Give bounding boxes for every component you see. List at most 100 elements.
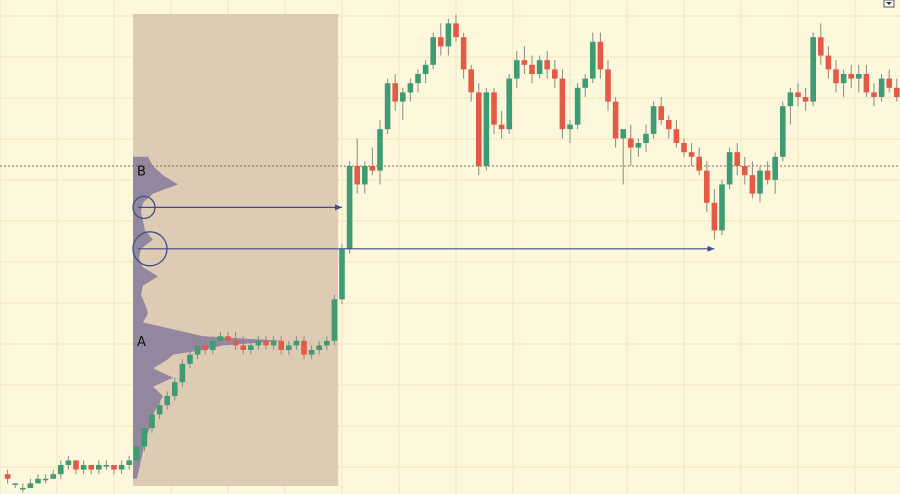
candle-body-down — [749, 175, 756, 194]
candle — [726, 147, 733, 189]
candle — [58, 460, 64, 479]
candle-body-down — [802, 97, 809, 102]
candle-body-up — [514, 60, 520, 79]
candle — [324, 336, 330, 350]
candle — [362, 161, 368, 194]
candle — [103, 460, 110, 470]
candle — [818, 23, 824, 65]
candle-body-down — [73, 460, 79, 470]
candle — [749, 161, 756, 199]
candle — [529, 55, 535, 84]
candle — [559, 69, 566, 139]
candle — [886, 69, 892, 93]
candle — [316, 340, 322, 355]
candle-body-up — [757, 170, 763, 194]
candle — [278, 336, 284, 355]
candle-body-down — [232, 340, 239, 346]
candle — [96, 460, 102, 475]
candle-body-down — [88, 465, 94, 470]
candle — [438, 23, 444, 56]
candle — [536, 55, 543, 79]
candle-body-down — [392, 83, 398, 102]
candle-body-up — [590, 41, 596, 79]
text-annotations: BA — [137, 165, 146, 350]
candle — [514, 51, 520, 88]
candle-body-up — [118, 465, 125, 470]
candle — [179, 359, 186, 387]
candle — [810, 32, 816, 107]
candle — [88, 465, 94, 475]
candle-body-up — [840, 74, 847, 84]
candle-body-up — [179, 363, 186, 383]
candle-body-up — [483, 92, 490, 166]
candle — [840, 69, 847, 97]
candle — [126, 455, 132, 470]
candle — [612, 97, 619, 148]
volume-profile-region — [133, 14, 339, 486]
candle-body-down — [559, 78, 566, 130]
candle — [164, 391, 170, 410]
candle — [384, 78, 391, 134]
candle — [673, 120, 680, 148]
candle-body-up — [42, 478, 49, 481]
candle — [263, 336, 269, 350]
candle-body-up — [217, 336, 224, 341]
candle — [696, 147, 702, 176]
candle — [711, 189, 718, 240]
candle-body-up — [149, 414, 155, 429]
candle — [111, 465, 117, 475]
candle-body-up — [141, 428, 148, 447]
candle — [346, 161, 353, 254]
candle-body-up — [430, 37, 436, 65]
candle — [795, 83, 801, 107]
candle-body-down — [848, 74, 854, 79]
candle — [742, 156, 748, 185]
candle — [552, 60, 558, 88]
candle-body-up — [12, 483, 18, 485]
candle — [863, 64, 870, 97]
candle — [286, 340, 292, 355]
candle — [871, 83, 877, 107]
candle — [802, 87, 809, 111]
candle — [567, 120, 573, 143]
candle — [643, 124, 649, 153]
candle-body-up — [339, 248, 345, 300]
candle — [894, 78, 900, 102]
candle-body-down — [681, 143, 687, 153]
candle-body-down — [240, 345, 246, 350]
candle-body-up — [445, 23, 452, 47]
candle-body-down — [863, 74, 870, 93]
candle — [506, 74, 512, 134]
candle — [787, 87, 794, 125]
candle — [392, 74, 398, 111]
candle — [301, 336, 307, 360]
profile-region — [133, 14, 339, 486]
candle-body-down — [354, 166, 360, 185]
candle-body-down — [4, 474, 11, 479]
candle-body-up — [415, 74, 421, 84]
candle — [270, 336, 277, 350]
candle — [80, 460, 87, 475]
candle — [597, 32, 604, 79]
candle-body-down — [263, 340, 269, 346]
candle-body-down — [795, 92, 801, 97]
candle — [635, 138, 642, 157]
candle-body-up — [856, 74, 862, 79]
candle — [232, 331, 239, 350]
candle-body-up — [400, 92, 406, 102]
corner-icon[interactable] — [883, 0, 895, 8]
candle-body-up — [810, 37, 816, 102]
candle-body-up — [187, 354, 193, 364]
candle-body-down — [605, 69, 611, 102]
candle-body-up — [134, 446, 140, 461]
candle — [476, 83, 482, 176]
candle — [430, 32, 436, 70]
candle-body-up — [35, 478, 41, 484]
candle-body-up — [293, 340, 300, 346]
candle-body-down — [369, 166, 376, 171]
candle — [255, 336, 262, 350]
candle-body-up — [126, 460, 132, 465]
candle — [377, 120, 383, 185]
